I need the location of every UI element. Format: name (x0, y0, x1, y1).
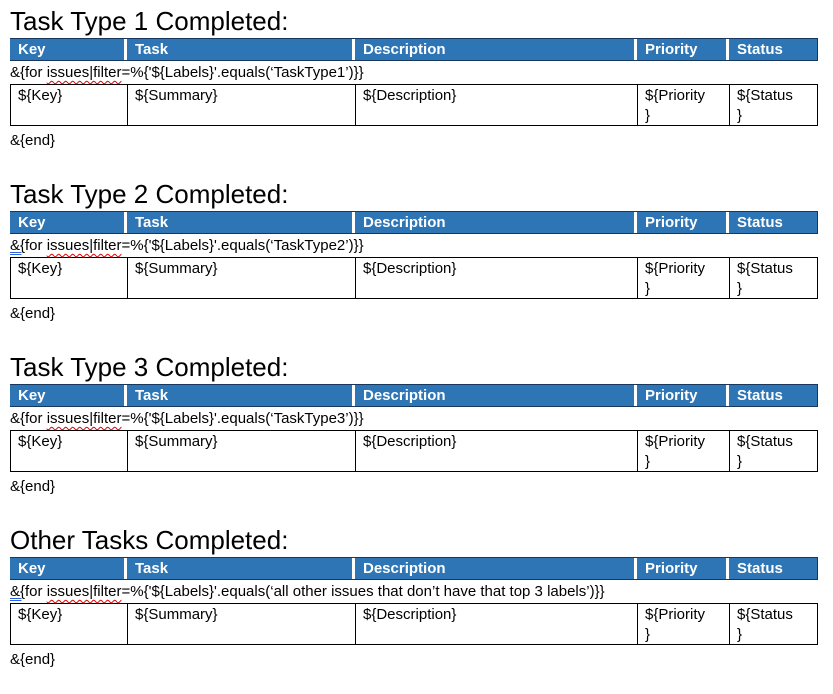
table-header-row: Key Task Description Priority Status (10, 38, 818, 61)
cell-description-token: ${Description} (356, 85, 638, 125)
template-table: Key Task Description Priority Status &{f… (10, 557, 818, 671)
filter-expression: =%{'${Labels}'.equals(‘TaskType3’)}} (121, 410, 364, 427)
section-heading: Task Type 3 Completed: (10, 352, 289, 382)
filter-amp: &{ (10, 583, 26, 600)
cell-priority-token: ${Priority } (638, 258, 730, 298)
header-cell-status: Status (737, 560, 783, 577)
filter-misspelled-word: issues|filter (46, 64, 122, 81)
end-marker: &{end} (10, 305, 56, 322)
for-filter-line: &{for issues|filter=%{'${Labels}'.equals… (10, 234, 818, 257)
template-table: Key Task Description Priority Status &{f… (10, 38, 818, 152)
header-cell-description: Description (355, 212, 637, 233)
filter-amp: &{ (10, 410, 26, 427)
filter-amp: &{ (10, 64, 26, 81)
end-marker: &{end} (10, 132, 56, 149)
section-task-type-3: Task Type 3 Completed: Key Task Descript… (10, 352, 833, 498)
template-table: Key Task Description Priority Status &{f… (10, 211, 818, 325)
table-header-row: Key Task Description Priority Status (10, 557, 818, 580)
header-cell-priority: Priority (637, 39, 729, 60)
filter-for-keyword: for (25, 410, 47, 427)
cell-key-token: ${Key} (11, 258, 128, 298)
header-cell-key: Key (10, 558, 127, 579)
template-table: Key Task Description Priority Status &{f… (10, 384, 818, 498)
filter-expression: =%{'${Labels}'.equals(‘TaskType1’)}} (121, 64, 364, 81)
template-row: ${Key} ${Summary} ${Description} ${Prior… (10, 603, 818, 645)
header-cell-task: Task (127, 212, 355, 233)
filter-misspelled-word: issues|filter (46, 583, 122, 600)
cell-key-token: ${Key} (11, 431, 128, 471)
end-marker: &{end} (10, 478, 56, 495)
section-task-type-1: Task Type 1 Completed: Key Task Descript… (10, 6, 833, 152)
header-cell-priority: Priority (637, 212, 729, 233)
section-heading: Task Type 2 Completed: (10, 179, 289, 209)
header-cell-key: Key (10, 385, 127, 406)
header-cell-key: Key (10, 212, 127, 233)
section-heading: Other Tasks Completed: (10, 525, 289, 555)
cell-status-token: ${Status } (737, 606, 793, 643)
cell-priority-token: ${Priority } (638, 604, 730, 644)
filter-for-keyword: for (25, 583, 47, 600)
filter-for-keyword: for (25, 237, 47, 254)
for-filter-line: &{for issues|filter=%{'${Labels}'.equals… (10, 580, 818, 603)
for-filter-line: &{for issues|filter=%{'${Labels}'.equals… (10, 407, 818, 430)
header-cell-key: Key (10, 39, 127, 60)
header-cell-status: Status (737, 41, 783, 58)
header-cell-description: Description (355, 385, 637, 406)
template-row: ${Key} ${Summary} ${Description} ${Prior… (10, 257, 818, 299)
table-header-row: Key Task Description Priority Status (10, 211, 818, 234)
section-task-type-2: Task Type 2 Completed: Key Task Descript… (10, 179, 833, 325)
cell-key-token: ${Key} (11, 604, 128, 644)
header-cell-priority: Priority (637, 385, 729, 406)
template-row: ${Key} ${Summary} ${Description} ${Prior… (10, 430, 818, 472)
filter-amp: &{ (10, 237, 26, 254)
header-cell-task: Task (127, 558, 355, 579)
header-cell-description: Description (355, 558, 637, 579)
filter-misspelled-word: issues|filter (46, 410, 122, 427)
filter-expression: =%{'${Labels}'.equals(‘all other issues … (121, 583, 605, 600)
table-header-row: Key Task Description Priority Status (10, 384, 818, 407)
filter-for-keyword: for (25, 64, 47, 81)
filter-expression: =%{'${Labels}'.equals(‘TaskType2’)}} (121, 237, 364, 254)
cell-description-token: ${Description} (356, 258, 638, 298)
header-cell-description: Description (355, 39, 637, 60)
for-filter-line: &{for issues|filter=%{'${Labels}'.equals… (10, 61, 818, 84)
filter-misspelled-word: issues|filter (46, 237, 122, 254)
header-cell-task: Task (127, 39, 355, 60)
template-row: ${Key} ${Summary} ${Description} ${Prior… (10, 84, 818, 126)
cell-summary-token: ${Summary} (128, 604, 356, 644)
cell-status-token: ${Status } (737, 87, 793, 124)
cell-summary-token: ${Summary} (128, 431, 356, 471)
cell-priority-token: ${Priority } (638, 85, 730, 125)
cell-status-token: ${Status } (737, 433, 793, 470)
header-cell-status: Status (737, 214, 783, 231)
cell-status-token: ${Status } (737, 260, 793, 297)
header-cell-priority: Priority (637, 558, 729, 579)
cell-key-token: ${Key} (11, 85, 128, 125)
cell-description-token: ${Description} (356, 604, 638, 644)
section-heading: Task Type 1 Completed: (10, 6, 289, 36)
end-marker: &{end} (10, 651, 56, 668)
cell-summary-token: ${Summary} (128, 85, 356, 125)
cell-priority-token: ${Priority } (638, 431, 730, 471)
section-other-tasks: Other Tasks Completed: Key Task Descript… (10, 525, 833, 671)
header-cell-task: Task (127, 385, 355, 406)
header-cell-status: Status (737, 387, 783, 404)
cell-summary-token: ${Summary} (128, 258, 356, 298)
cell-description-token: ${Description} (356, 431, 638, 471)
